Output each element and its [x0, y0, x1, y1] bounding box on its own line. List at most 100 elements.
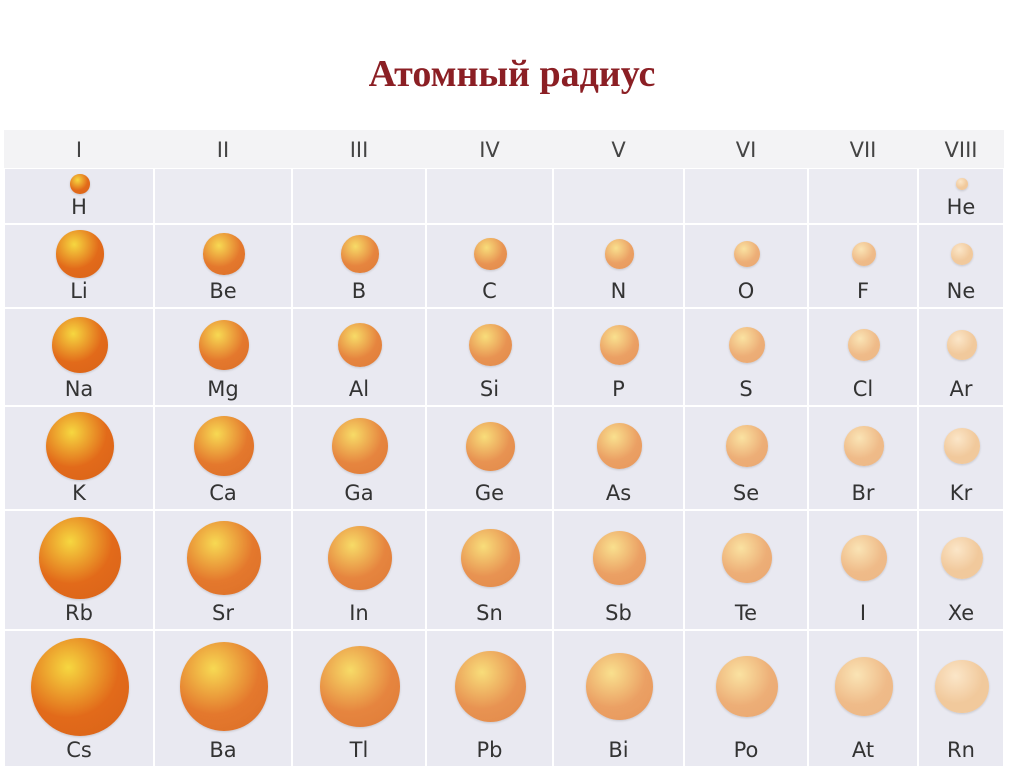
- element-cell: Br: [808, 406, 918, 510]
- element-cell: Al: [292, 308, 426, 406]
- element-cell: Be: [154, 224, 292, 308]
- element-cell: Rn: [918, 630, 1004, 767]
- element-cell: O: [684, 224, 808, 308]
- element-cell: Pb: [426, 630, 553, 767]
- atom-sphere: [45, 411, 115, 481]
- atom-sphere: [947, 330, 977, 360]
- element-symbol: He: [946, 195, 976, 219]
- atom-sphere: [733, 240, 761, 268]
- empty-cell: [426, 168, 553, 224]
- element-cell: Se: [684, 406, 808, 510]
- empty-cell: [553, 168, 684, 224]
- element-cell: Ne: [918, 224, 1004, 308]
- atom-sphere: [592, 531, 647, 585]
- element-symbol: Cs: [66, 738, 92, 762]
- atom-sphere: [834, 657, 894, 716]
- atom-sphere: [461, 528, 520, 588]
- group-label: VII: [849, 138, 877, 162]
- empty-cell: [808, 168, 918, 224]
- atom-sphere: [944, 428, 980, 464]
- element-symbol: Cl: [852, 377, 874, 401]
- element-symbol: O: [737, 279, 755, 303]
- element-cell: Rb: [4, 510, 154, 630]
- element-cell: Ar: [918, 308, 1004, 406]
- atom-sphere: [726, 425, 768, 467]
- element-cell: K: [4, 406, 154, 510]
- element-cell: Ca: [154, 406, 292, 510]
- atom-sphere: [847, 328, 881, 362]
- element-cell: H: [4, 168, 154, 224]
- atom-sphere: [332, 418, 388, 474]
- element-cell: As: [553, 406, 684, 510]
- atom-sphere: [466, 421, 515, 471]
- element-symbol: Kr: [949, 481, 973, 505]
- atom-sphere: [851, 241, 877, 267]
- element-symbol: As: [605, 481, 632, 505]
- element-symbol: Tl: [349, 738, 369, 762]
- atom-sphere: [469, 323, 512, 367]
- atom-sphere: [935, 659, 989, 714]
- atom-sphere: [940, 536, 984, 580]
- element-symbol: In: [349, 601, 369, 625]
- element-symbol: Ga: [344, 481, 374, 505]
- element-symbol: Se: [732, 481, 760, 505]
- element-symbol: Sb: [605, 601, 632, 625]
- element-symbol: S: [739, 377, 753, 401]
- element-cell: Na: [4, 308, 154, 406]
- element-symbol: F: [856, 279, 870, 303]
- element-cell: I: [808, 510, 918, 630]
- group-label: V: [611, 138, 626, 162]
- element-symbol: Rn: [947, 738, 975, 762]
- atom-sphere: [70, 174, 90, 194]
- element-symbol: Bi: [608, 738, 629, 762]
- atom-sphere: [327, 525, 393, 591]
- element-cell: Ga: [292, 406, 426, 510]
- element-symbol: Ca: [209, 481, 237, 505]
- element-symbol: N: [610, 279, 627, 303]
- atom-sphere: [39, 517, 121, 599]
- element-symbol: P: [612, 377, 625, 401]
- element-cell: Tl: [292, 630, 426, 767]
- element-cell: Cl: [808, 308, 918, 406]
- element-symbol: Al: [348, 377, 370, 401]
- group-label: VI: [735, 138, 757, 162]
- element-cell: Sb: [553, 510, 684, 630]
- atom-sphere: [198, 319, 250, 371]
- element-symbol: Si: [479, 377, 500, 401]
- element-cell: At: [808, 630, 918, 767]
- element-symbol: C: [482, 279, 497, 303]
- atom-sphere: [951, 243, 973, 265]
- element-symbol: Rb: [65, 601, 93, 625]
- element-cell: S: [684, 308, 808, 406]
- atom-sphere: [31, 637, 129, 736]
- element-cell: Sn: [426, 510, 553, 630]
- element-symbol: Br: [851, 481, 875, 505]
- element-symbol: K: [72, 481, 86, 505]
- atom-sphere: [596, 423, 643, 469]
- atom-sphere: [840, 534, 888, 582]
- element-cell: Bi: [553, 630, 684, 767]
- atom-sphere: [604, 239, 635, 269]
- atom-sphere: [716, 655, 778, 718]
- element-symbol: Sr: [212, 601, 234, 625]
- element-symbol: Ge: [474, 481, 505, 505]
- element-symbol: At: [851, 738, 875, 762]
- element-cell: Po: [684, 630, 808, 767]
- element-symbol: Be: [209, 279, 237, 303]
- element-cell: He: [918, 168, 1004, 224]
- atom-sphere: [187, 521, 261, 595]
- atom-sphere: [728, 326, 766, 364]
- group-label: IV: [479, 138, 500, 162]
- element-cell: Kr: [918, 406, 1004, 510]
- atom-sphere: [56, 230, 104, 278]
- element-symbol: Xe: [947, 601, 975, 625]
- page-title: Атомный радиус: [368, 53, 656, 95]
- element-cell: Si: [426, 308, 553, 406]
- group-label: I: [75, 138, 83, 162]
- atom-sphere: [474, 237, 507, 271]
- atom-sphere: [341, 235, 379, 273]
- atom-sphere: [203, 233, 245, 275]
- atom-sphere: [337, 322, 383, 368]
- element-cell: Sr: [154, 510, 292, 630]
- element-symbol: Po: [733, 738, 759, 762]
